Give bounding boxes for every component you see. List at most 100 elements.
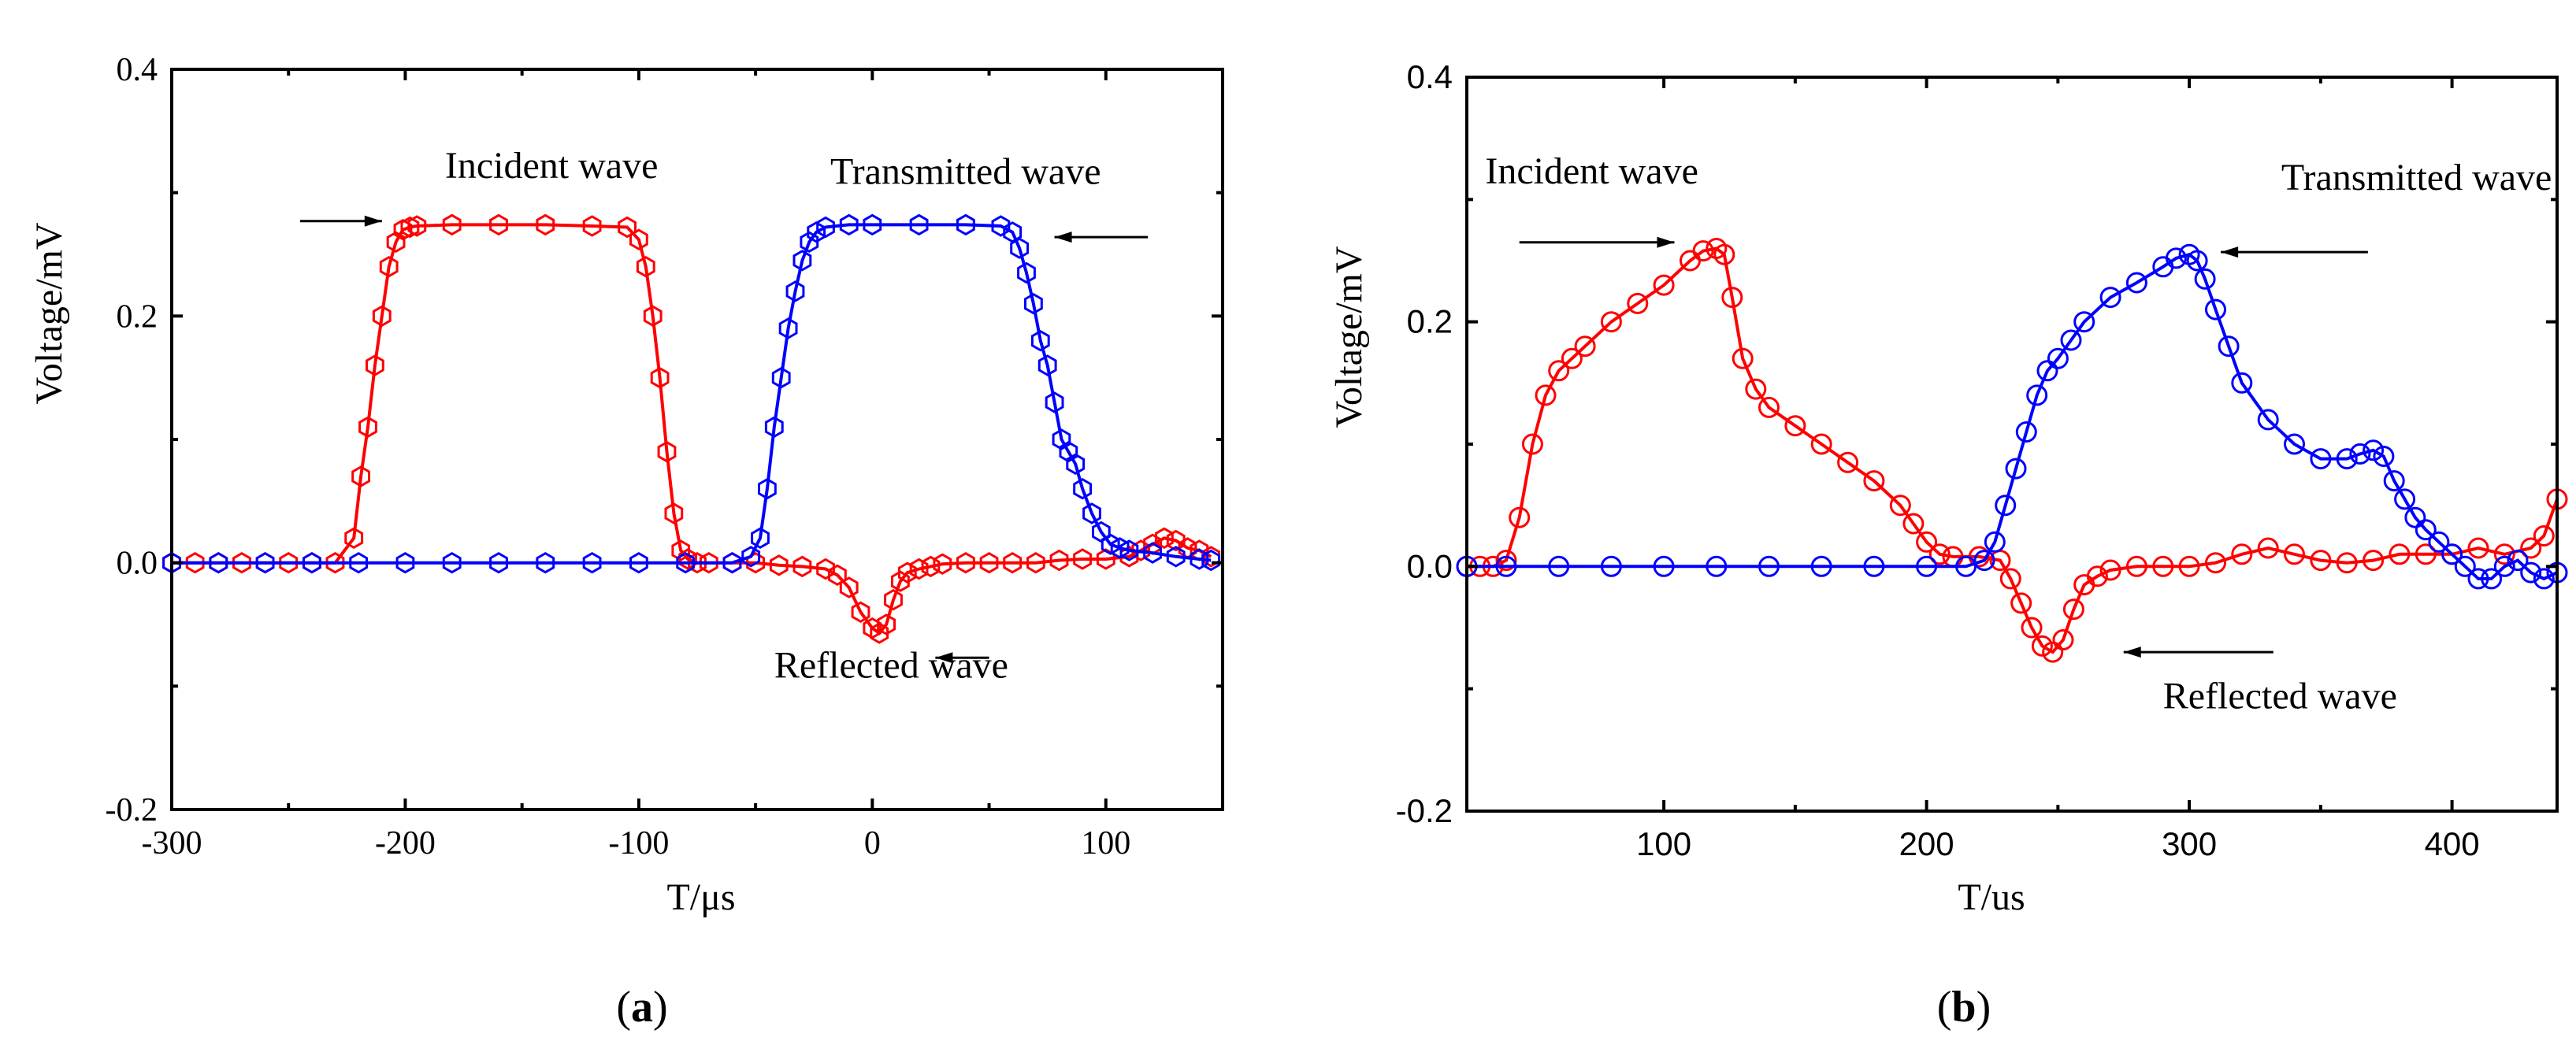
panel-a-series-0-point: [816, 558, 835, 580]
panel-b-series-1-point: [2373, 446, 2395, 467]
panel-b-series-0-point: [2086, 565, 2108, 587]
panel-a-series-0-point: [897, 561, 917, 584]
panel-a-series-1-point: [676, 551, 696, 574]
panel-a-series-0-point: [407, 215, 427, 237]
panel-b-series-1-point: [2015, 421, 2037, 443]
panel-a-series-0-point: [870, 622, 889, 644]
panel-a-y-axis-label: Voltage/mV: [28, 222, 70, 404]
panel-b-series-0-point: [1713, 243, 1735, 265]
panel-a-y-tick-label: 0.4: [117, 52, 158, 88]
panel-b-x-axis-label: T/us: [1958, 876, 2025, 918]
panel-a-annotation-arrowhead: [364, 215, 382, 227]
panel-a-series-0-point: [536, 213, 555, 236]
panel-a-series-1-point: [785, 280, 805, 302]
panel-b-series-0-point: [2062, 598, 2084, 621]
panel-a-series-1-point: [1082, 502, 1101, 524]
panel-b-series-0-point: [1548, 360, 1570, 382]
panel-b-series-0-point: [1928, 543, 1951, 565]
panel-b-series-1-point: [2507, 550, 2529, 572]
panel-b-series-0-point: [2415, 543, 2437, 565]
panel-b-series-1-point: [2467, 568, 2489, 590]
panel-a-series-1-point: [489, 551, 508, 574]
panel-a-annotation-0: Incident wave: [300, 145, 658, 227]
panel-b-series-0-point: [2336, 552, 2358, 574]
panel-b-series-1-point: [1955, 555, 1977, 577]
panel-b-series-1-point: [2349, 443, 2371, 465]
panel-a-series-0-line: [172, 223, 1212, 635]
panel-b-series-0: [1456, 238, 2568, 663]
panel-a-series-1-point: [1010, 237, 1029, 259]
panel-a-series-1-point: [800, 231, 819, 254]
panel-b-series-0-point: [2031, 635, 2053, 657]
panel-b-annotation-arrowhead: [2221, 246, 2239, 258]
panel-a-series-0-point: [1073, 548, 1092, 570]
panel-a-series-1-point: [1190, 548, 1209, 570]
panel-a-series-1-point: [956, 213, 975, 236]
panel-b-series-1-point: [2493, 555, 2515, 577]
panel-a-series-1: [162, 213, 1221, 574]
panel-b-series-1-point: [2060, 329, 2082, 351]
panel-b-series-1-point: [2047, 347, 2069, 369]
panel-a-series-0-point: [688, 551, 707, 574]
panel-b-x-tick-label: 400: [2425, 825, 2480, 862]
panel-a-series-1-point: [778, 317, 798, 339]
panel-b-series-0-point: [1810, 433, 1832, 455]
panel-b-series-1-point: [2165, 247, 2187, 269]
panel-a-series-0-point: [979, 551, 999, 574]
panel-b-y-tick-label: -0.2: [1396, 792, 1453, 829]
panel-a-series-0-point: [1026, 551, 1045, 574]
panel-a-series-1-point: [1110, 537, 1130, 559]
panel-b-series-1-point: [2257, 409, 2279, 431]
panel-a-series-1-point: [1143, 542, 1162, 564]
panel-b-series-0-point: [2533, 525, 2555, 547]
panel-a-series-0-point: [351, 465, 370, 487]
panel-a-series-1-point: [991, 215, 1011, 237]
panel-a-series-1-point: [771, 366, 791, 389]
panel-b-series-0-point: [2520, 537, 2542, 559]
panel-a-series-0-point: [279, 551, 299, 574]
panel-a-y-tick-label: 0.0: [117, 546, 158, 582]
panel-a-series-0-point: [1049, 549, 1069, 572]
panel-b-series-1-point: [2005, 458, 2027, 480]
panel-b-series-0-point: [2205, 552, 2226, 574]
panel-b-annotation-label: Reflected wave: [2163, 676, 2397, 717]
panel-b-series-1-point: [1973, 550, 1995, 572]
panel-b-series-0-point: [1495, 550, 1517, 572]
panel-b-series-0-point: [1692, 240, 1714, 262]
panel-a-series-1-point: [807, 221, 826, 243]
panel-b-series-1-point: [1758, 555, 1780, 577]
panel-a-series-0-point: [877, 613, 896, 635]
panel-b-series-0-point: [2052, 629, 2074, 650]
panel-a-series-1-point: [349, 551, 368, 574]
panel-b-series-1-point: [2036, 360, 2058, 382]
panel-a-series-0-point: [442, 213, 462, 236]
panel-a-series-1-point: [792, 250, 812, 272]
panel-a-series-0-point: [1003, 551, 1023, 574]
panel-b-series-0-point: [2125, 555, 2147, 577]
panel-a-caption-label: (a): [616, 983, 667, 1032]
chart-panel-b: Voltage/mV T/us (b) 100 200 300 400 -0.2 0.0 0…: [1328, 58, 2568, 1032]
panel-a-series-1-point: [395, 551, 415, 574]
panel-a-series-0-point: [344, 527, 364, 550]
panel-a-series-1-point: [909, 213, 929, 236]
panel-b-series-1-point: [2231, 372, 2253, 394]
panel-a-series-0-point: [372, 305, 392, 328]
panel-a-series-0-point: [618, 216, 637, 239]
panel-a-series-0-point: [956, 551, 975, 574]
panel-a-annotation-2: Reflected wave: [774, 644, 1008, 686]
panel-b-series-1-point: [2415, 519, 2437, 541]
panel-a-series-1-point: [863, 213, 882, 236]
panel-b-series-0-point: [1653, 274, 1675, 296]
panel-b-series-1-point: [2205, 298, 2226, 321]
panel-b-series-0-point: [1863, 470, 1885, 492]
panel-a-annotation-1: Transmitted wave: [830, 151, 1149, 243]
panel-a-x-axis-label: T/μs: [666, 876, 735, 918]
panel-b-series-1-point: [2218, 335, 2240, 358]
panel-b-series-1-point: [2520, 561, 2542, 584]
panel-a-series-1-point: [1073, 477, 1092, 500]
panel-a-series-0-point: [851, 601, 870, 624]
panel-b-series-0-point: [1509, 506, 1531, 528]
panel-a-series-0-point: [839, 576, 859, 598]
panel-b-series-0-point: [2010, 592, 2032, 614]
